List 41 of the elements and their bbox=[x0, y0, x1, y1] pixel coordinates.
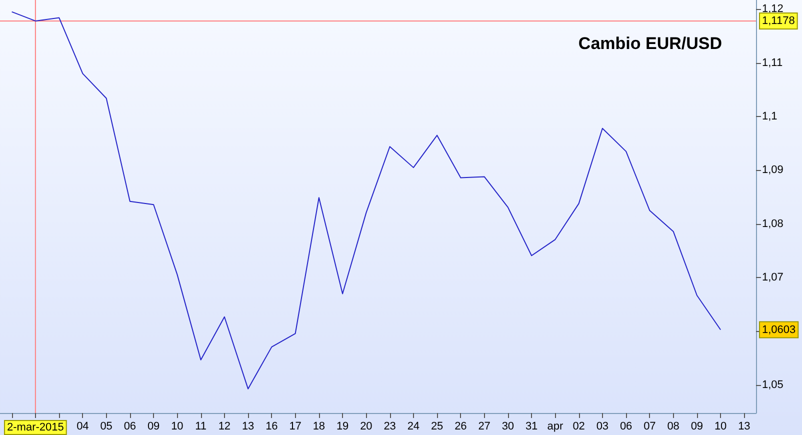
x-tick-label: 25 bbox=[430, 420, 444, 432]
x-tick-label: 10 bbox=[171, 420, 184, 432]
x-tick-label: 13 bbox=[738, 420, 750, 432]
x-tick-label: 10 bbox=[714, 420, 727, 432]
text: Cambio EUR/USD bbox=[578, 34, 722, 53]
x-tick-label: 06 bbox=[620, 420, 632, 432]
x-tick-label: 24 bbox=[407, 420, 420, 432]
x-tick-label: 27 bbox=[478, 420, 490, 432]
line-series bbox=[11, 11, 722, 390]
x-tick-label: 06 bbox=[124, 420, 136, 432]
x-tick-label: 05 bbox=[100, 420, 112, 432]
x-tick-label: 20 bbox=[360, 420, 372, 432]
ref-line-label: 1,1178 bbox=[762, 14, 795, 27]
x-tick-label: 13 bbox=[242, 420, 254, 432]
x-tick-label: 31 bbox=[525, 420, 538, 432]
x-tick-label: 19 bbox=[336, 420, 349, 432]
x-tick-label: apr bbox=[547, 420, 564, 432]
x-tick-label: 18 bbox=[312, 420, 326, 432]
text: 1,0603 bbox=[762, 324, 796, 336]
x-tick-label: 26 bbox=[454, 420, 467, 432]
y-tick-label: 1,09 bbox=[762, 164, 784, 176]
x-tick-label: 16 bbox=[266, 420, 278, 432]
x-tick-label: 11 bbox=[195, 420, 207, 432]
y-tick-label: 1,07 bbox=[762, 272, 784, 284]
y-tick-label: 1,11 bbox=[762, 56, 783, 69]
x-tick-label: 09 bbox=[690, 420, 704, 432]
x-tick-label: 04 bbox=[76, 420, 89, 432]
x-tick-label: 08 bbox=[667, 420, 680, 432]
x-tick-label: 12 bbox=[218, 420, 231, 432]
x-tick-label: 17 bbox=[289, 420, 302, 432]
x-tick-label: 09 bbox=[147, 420, 160, 432]
x-tick-label: 02 bbox=[572, 420, 585, 432]
x-tick-label: 23 bbox=[384, 420, 396, 432]
x-tick-label: 2-mar-2015 bbox=[7, 422, 64, 434]
x-tick-label: 07 bbox=[644, 420, 656, 432]
y-tick-label: 1,1 bbox=[762, 110, 778, 123]
x-tick-label: 30 bbox=[502, 420, 514, 432]
y-tick-label: 1,05 bbox=[762, 379, 784, 392]
y-tick-label: 1,12 bbox=[762, 3, 784, 16]
x-tick-label: 03 bbox=[596, 420, 609, 432]
y-tick-label: 1,08 bbox=[762, 218, 784, 230]
